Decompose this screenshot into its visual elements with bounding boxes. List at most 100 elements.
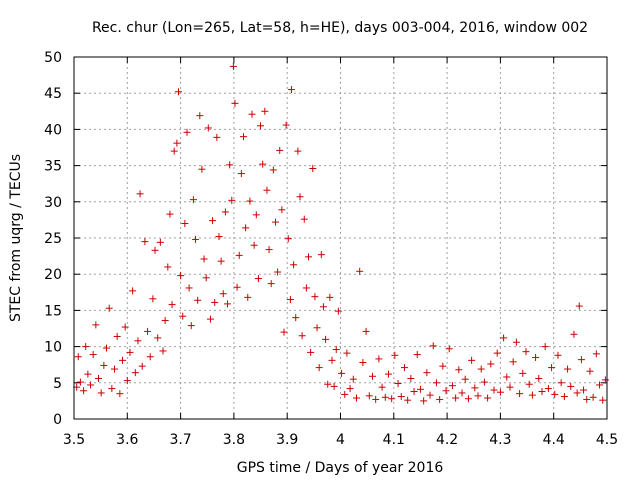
data-point <box>343 349 351 357</box>
data-point <box>528 391 536 399</box>
y-tick-label: 25 <box>44 231 62 247</box>
data-point <box>181 220 189 228</box>
data-point <box>129 287 137 295</box>
data-point <box>121 323 129 331</box>
data-point <box>168 301 176 309</box>
data-point <box>500 334 508 342</box>
data-point <box>554 351 562 359</box>
data-point <box>352 394 360 402</box>
data-point <box>254 275 262 283</box>
data-point <box>432 379 440 387</box>
y-tick-label: 45 <box>44 86 62 102</box>
data-point <box>231 99 239 107</box>
x-tick-label: 4.3 <box>489 432 511 448</box>
data-point <box>519 369 527 377</box>
data-point <box>242 224 250 232</box>
data-point <box>560 393 568 401</box>
data-point <box>509 358 517 366</box>
data-point <box>144 327 152 335</box>
data-point <box>458 389 466 397</box>
data-point <box>461 375 469 383</box>
data-point <box>346 385 354 393</box>
data-point <box>76 378 84 386</box>
data-point <box>426 391 434 399</box>
data-point <box>282 121 290 129</box>
data-point <box>219 290 227 298</box>
data-point <box>538 387 546 395</box>
data-point <box>239 133 247 141</box>
data-point <box>368 372 376 380</box>
data-point <box>235 251 243 259</box>
data-point <box>179 312 187 320</box>
y-axis-label: STEC from uqrg / TECUs <box>8 154 24 322</box>
data-point <box>108 385 116 393</box>
data-point <box>229 62 237 70</box>
data-point <box>305 253 313 261</box>
data-point <box>599 396 607 404</box>
data-point <box>217 257 225 265</box>
data-point <box>580 386 588 394</box>
y-tick-label: 20 <box>44 267 62 283</box>
data-point <box>573 389 581 397</box>
data-point <box>341 390 349 398</box>
data-point <box>248 110 256 118</box>
data-point <box>200 255 208 263</box>
data-point <box>113 332 121 340</box>
data-point <box>464 395 472 403</box>
data-point <box>455 366 463 374</box>
plot-frame <box>73 56 608 420</box>
data-point <box>276 146 284 154</box>
data-point <box>267 280 275 288</box>
data-point <box>244 293 252 301</box>
data-point <box>149 295 157 303</box>
data-point <box>400 364 408 372</box>
data-point <box>378 383 386 391</box>
data-point <box>80 387 88 395</box>
data-point <box>271 218 279 226</box>
data-point <box>525 380 533 388</box>
data-point <box>280 328 288 336</box>
data-point <box>548 364 556 372</box>
data-point <box>474 392 482 400</box>
data-point <box>226 161 234 169</box>
data-point <box>221 208 229 216</box>
data-point <box>215 233 223 241</box>
y-tick-label: 40 <box>44 122 62 138</box>
data-point <box>359 359 367 367</box>
data-point <box>284 235 292 243</box>
data-point <box>317 251 325 259</box>
data-point <box>326 293 334 301</box>
data-point <box>391 351 399 359</box>
data-point <box>202 274 210 282</box>
data-point <box>161 317 169 325</box>
data-point <box>448 382 456 390</box>
data-point <box>287 86 295 94</box>
data-point <box>187 322 195 330</box>
grid <box>74 57 607 419</box>
data-point <box>307 348 315 356</box>
data-point <box>324 380 332 388</box>
data-point <box>375 355 383 363</box>
data-point <box>263 186 271 194</box>
data-point <box>535 374 543 382</box>
data-point <box>92 321 100 329</box>
data-point <box>592 350 600 358</box>
data-point <box>154 334 162 342</box>
data-point <box>484 394 492 402</box>
data-point <box>589 393 597 401</box>
data-point <box>82 343 90 351</box>
data-point <box>274 268 282 276</box>
data-point <box>292 314 300 322</box>
data-point <box>131 369 139 377</box>
data-point <box>134 337 142 345</box>
y-axis-ticks: 0 5 10 15 20 25 30 35 40 45 50 <box>44 50 607 428</box>
data-point <box>257 122 265 130</box>
data-point <box>206 315 214 323</box>
data-point <box>95 374 103 382</box>
data-point <box>487 360 495 368</box>
data-point <box>84 370 92 378</box>
data-point <box>516 390 524 398</box>
data-point <box>332 345 340 353</box>
data-point <box>174 88 182 96</box>
